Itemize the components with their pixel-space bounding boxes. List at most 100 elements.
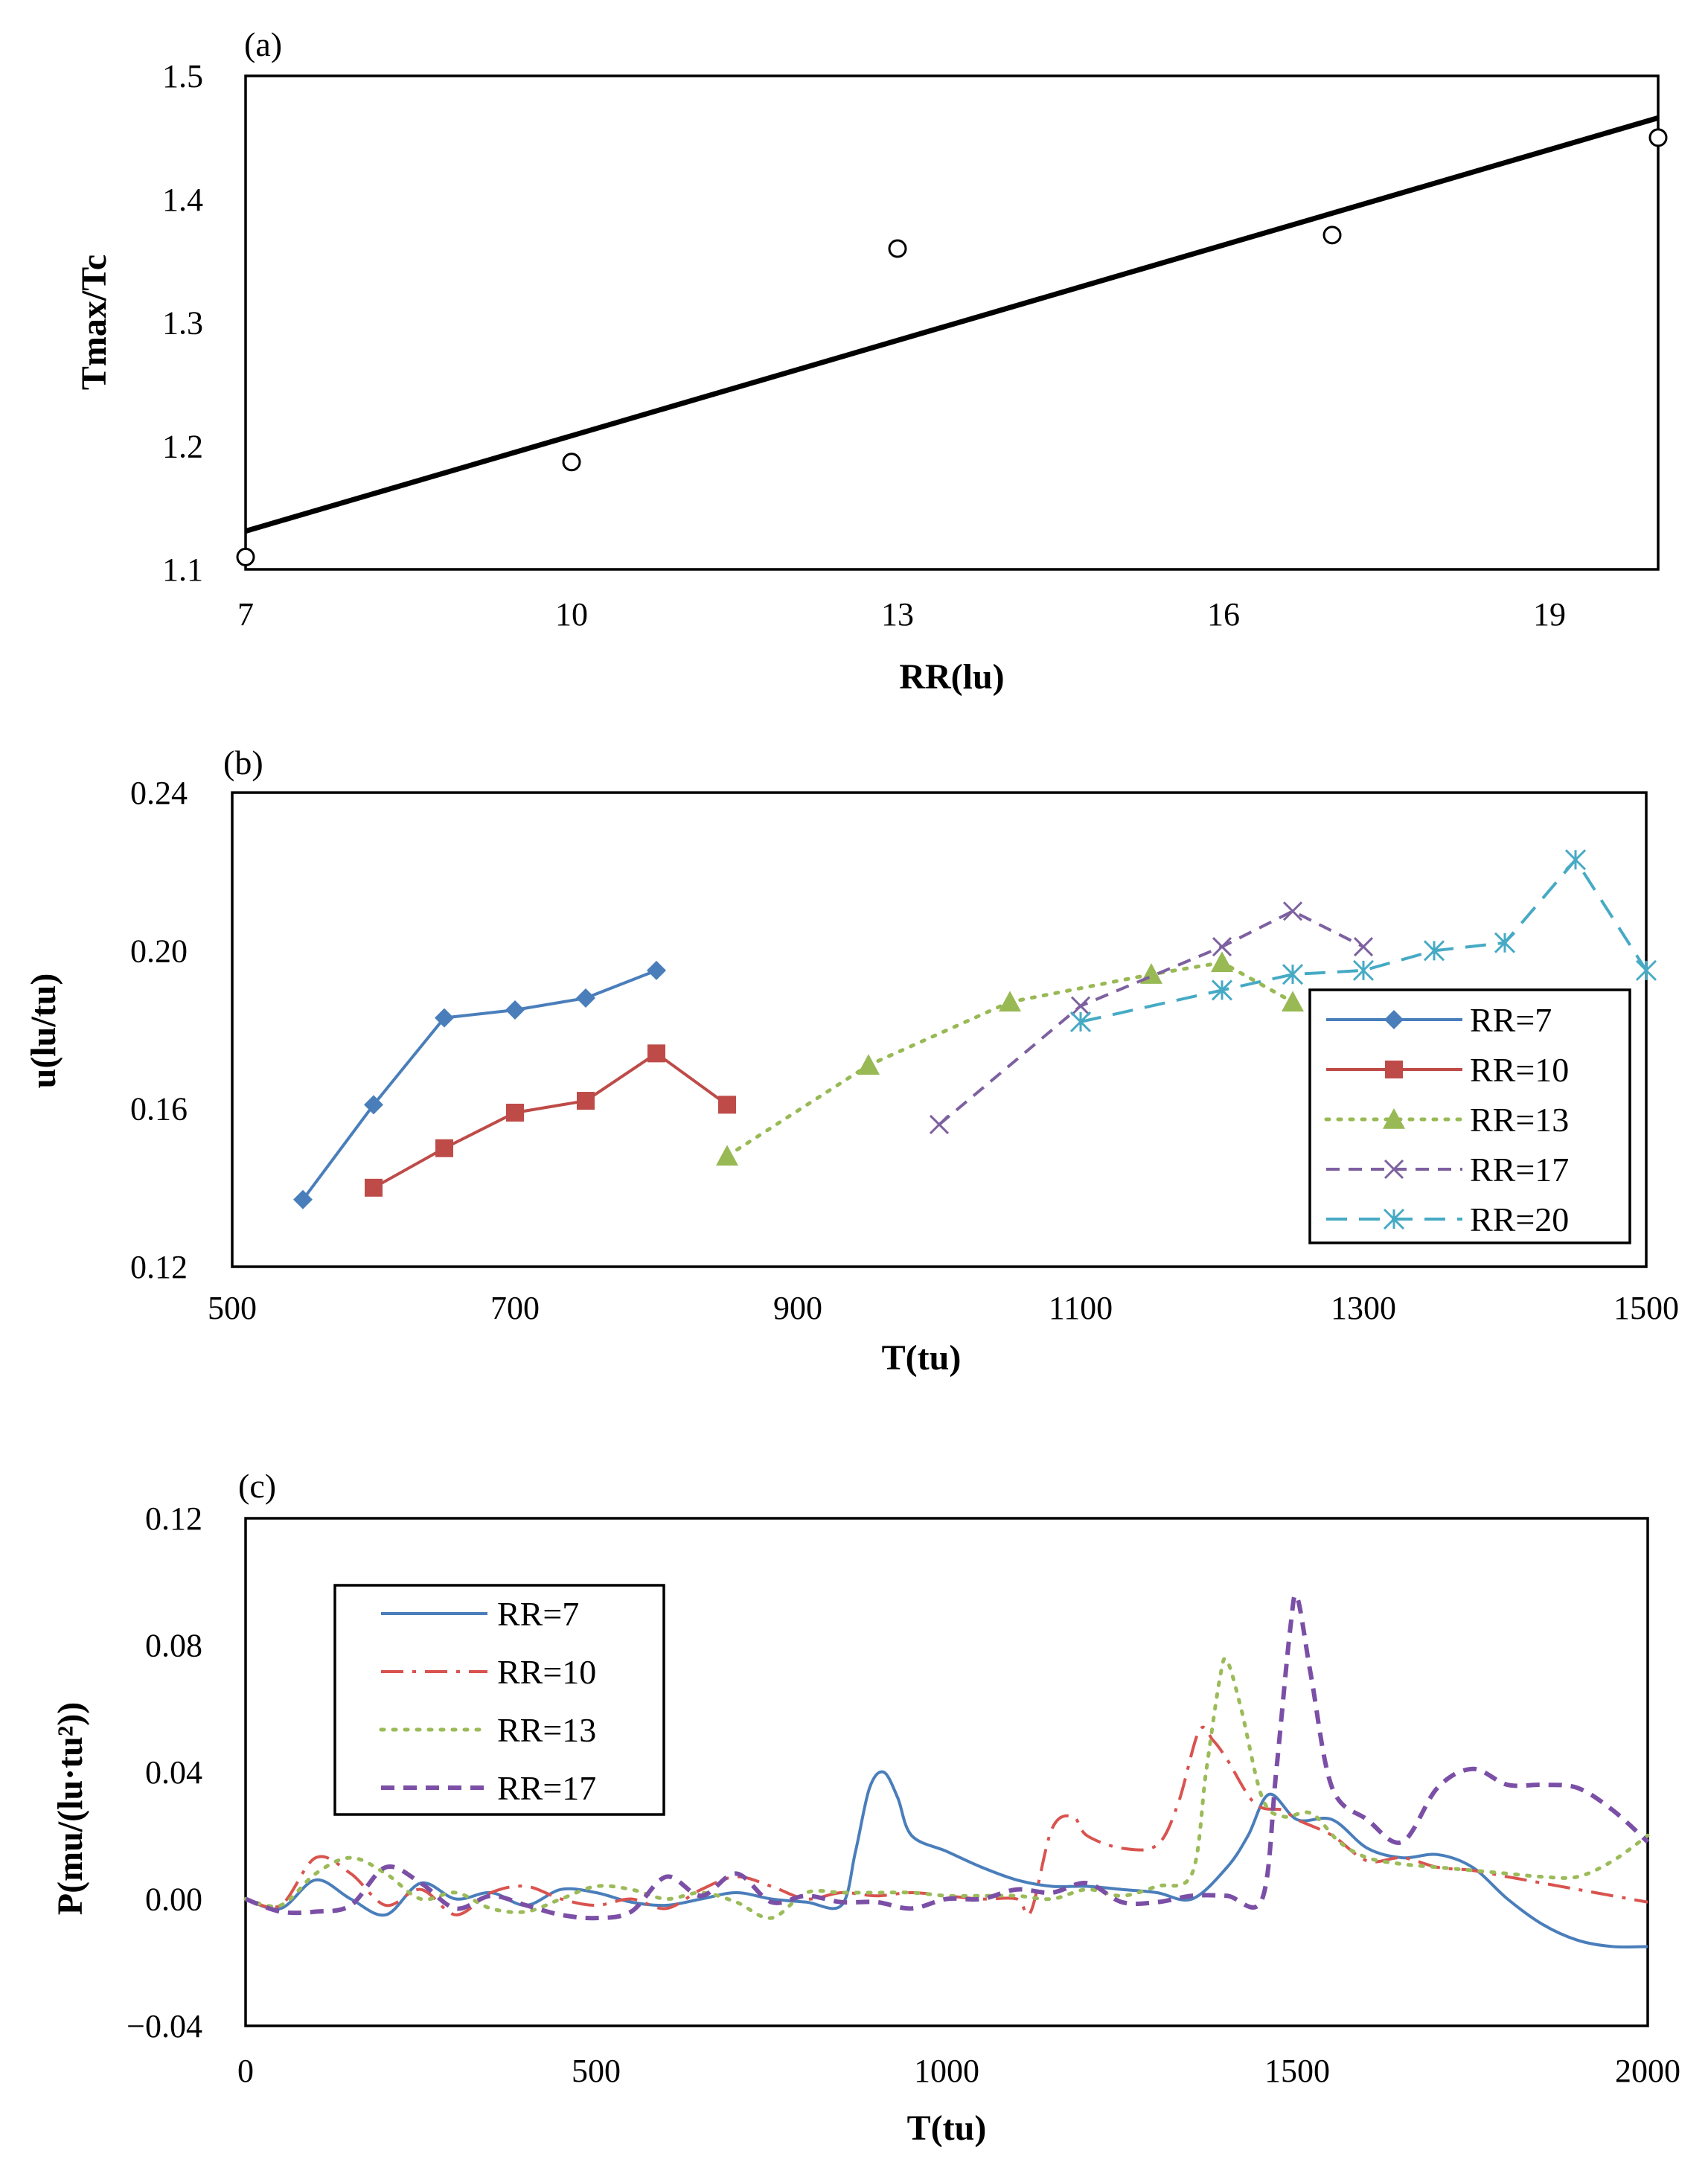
panel-c-x-axis-label: T(tu)	[907, 2108, 987, 2148]
series-marker	[1353, 936, 1374, 957]
series-marker	[999, 991, 1021, 1012]
y-tick-label: 0.04	[145, 1754, 202, 1791]
y-tick-label: 0.08	[145, 1628, 202, 1664]
x-tick-label: 900	[773, 1290, 822, 1326]
legend-label: RR=7	[1470, 1001, 1552, 1039]
x-tick-label: 0	[237, 2053, 254, 2089]
y-tick-label: 1.1	[162, 551, 203, 588]
data-point	[1322, 226, 1342, 245]
series-marker	[647, 960, 666, 980]
series-line-rr10	[373, 1051, 729, 1189]
panel-b-plot-frame	[231, 791, 1648, 1268]
x-tick-label: 1300	[1331, 1290, 1396, 1326]
y-tick-label: 1.3	[162, 305, 203, 342]
series-marker	[364, 1095, 383, 1115]
panel-c: (c) 0 500 1000 1500 2000 −0.04 0.00 0.04 0.08 0.…	[51, 1467, 1680, 2148]
series-marker	[718, 1096, 736, 1114]
panel-b-legend: RR=7 RR=10 RR=13 RR=17 RR=20	[1308, 988, 1631, 1244]
panel-a-marks	[236, 115, 1668, 566]
series-marker	[1352, 959, 1375, 981]
y-tick-label: 0.24	[130, 775, 188, 811]
panel-c-legend: RR=7 RR=10 RR=13 RR=17	[333, 1584, 665, 1816]
panel-c-y-ticks: −0.04 0.00 0.04 0.08 0.12	[127, 1500, 202, 2044]
series-marker	[1211, 979, 1233, 1001]
panel-b-legend-box	[1308, 988, 1631, 1244]
series-marker	[1494, 932, 1516, 953]
panel-a: (a) 7 10 13 16 19 1.1 1.2 1.3 1.4 1.5 RR(lu) Tma…	[74, 25, 1668, 697]
series-marker	[576, 988, 595, 1008]
series-marker	[1069, 1011, 1092, 1032]
panel-c-label: (c)	[238, 1467, 276, 1505]
trendline	[245, 115, 1659, 534]
legend-marker	[1384, 1010, 1404, 1029]
y-tick-label: 0.12	[130, 1249, 188, 1285]
x-tick-label: 1500	[1613, 1290, 1679, 1326]
x-tick-label: 700	[490, 1290, 540, 1326]
data-point	[236, 547, 255, 566]
series-marker	[647, 1044, 665, 1063]
series-marker	[1070, 996, 1091, 1016]
panel-a-plot-frame	[244, 74, 1660, 571]
series-marker	[1282, 901, 1303, 921]
x-tick-label: 2000	[1615, 2053, 1680, 2089]
x-tick-label: 19	[1533, 596, 1566, 633]
panel-c-legend-entries: RR=7 RR=10 RR=13 RR=17	[379, 1595, 596, 1807]
x-tick-label: 13	[881, 596, 914, 633]
panel-b-marks	[293, 849, 1657, 1209]
legend-label: RR=10	[497, 1653, 596, 1691]
panel-b-legend-entries: RR=7 RR=10 RR=13 RR=17 RR=20	[1324, 1001, 1569, 1238]
x-tick-label: 500	[208, 1290, 257, 1326]
legend-label: RR=17	[1470, 1151, 1569, 1189]
x-tick-label: 1500	[1264, 2053, 1330, 2089]
y-tick-label: −0.04	[127, 2008, 202, 2044]
panel-a-y-axis-label: Tmax/Tc	[74, 255, 114, 390]
panel-b-label: (b)	[223, 744, 263, 781]
legend-label: RR=17	[497, 1769, 596, 1807]
legend-label: RR=13	[497, 1711, 596, 1749]
panel-b-x-ticks: 500 700 900 1100 1300 1500	[208, 1290, 1679, 1326]
series-marker	[1423, 940, 1445, 962]
legend-marker	[1383, 1208, 1405, 1230]
series-marker	[1282, 991, 1304, 1012]
y-tick-label: 1.2	[162, 428, 203, 464]
panel-c-plot-frame	[244, 1517, 1649, 2027]
y-tick-label: 1.4	[162, 182, 203, 218]
legend-marker	[1383, 1108, 1405, 1129]
series-marker	[505, 1000, 525, 1020]
panel-b: (b) 500 700 900 1100 1300 1500 0.12 0.16 0.20 0.…	[24, 744, 1679, 1378]
y-tick-label: 0.16	[130, 1091, 188, 1128]
x-tick-label: 1000	[914, 2053, 979, 2089]
series-marker	[1635, 959, 1657, 981]
panel-c-legend-box	[333, 1584, 665, 1816]
x-tick-label: 16	[1207, 596, 1240, 633]
y-tick-label: 0.20	[130, 933, 188, 969]
data-point	[888, 239, 907, 258]
panel-c-x-ticks: 0 500 1000 1500 2000	[237, 2053, 1680, 2089]
legend-label: RR=20	[1470, 1200, 1569, 1238]
series-marker	[577, 1092, 595, 1110]
series-marker	[293, 1189, 313, 1209]
x-tick-label: 1100	[1049, 1290, 1113, 1326]
series-marker	[716, 1145, 738, 1166]
series-marker	[435, 1008, 454, 1028]
legend-label: RR=10	[1470, 1051, 1569, 1089]
y-tick-label: 1.5	[162, 58, 203, 95]
panel-a-x-ticks: 7 10 13 16 19	[237, 596, 1566, 633]
series-line-rr7	[245, 1770, 1648, 1949]
series-marker	[435, 1139, 453, 1157]
data-point	[562, 453, 581, 472]
legend-marker	[1385, 1061, 1403, 1078]
panel-a-label: (a)	[244, 25, 282, 63]
series-line-rr13	[243, 1657, 1650, 1920]
series-line-rr13	[725, 960, 1295, 1158]
x-tick-label: 500	[572, 2053, 621, 2089]
series-line-rr7	[301, 969, 657, 1200]
series-marker	[929, 1114, 950, 1134]
legend-marker	[1384, 1159, 1404, 1180]
y-tick-label: 0.12	[145, 1500, 202, 1537]
panel-a-y-ticks: 1.1 1.2 1.3 1.4 1.5	[162, 58, 203, 588]
series-marker	[1212, 936, 1232, 957]
panel-b-y-axis-label: u(lu/tu)	[24, 973, 63, 1089]
series-marker	[1211, 951, 1233, 973]
series-line-rr17	[244, 1593, 1650, 1921]
